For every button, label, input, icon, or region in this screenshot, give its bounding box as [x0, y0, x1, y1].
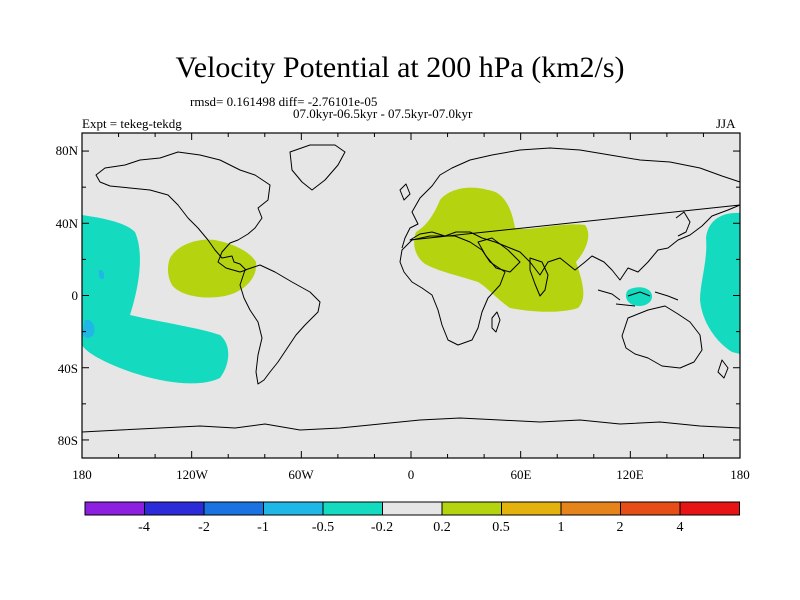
- coastlines: [81, 144, 741, 433]
- pacific-strong-negative-dot: [98, 269, 105, 280]
- lon-label-60w: 60W: [288, 467, 314, 482]
- pacific-strong-negative-spot: [82, 319, 95, 338]
- colorbar-swatch: [679, 501, 740, 516]
- colorbar-label: -2: [198, 520, 210, 535]
- colorbar-swatch: [382, 501, 443, 516]
- africa-middle-east-positive-anomaly: [414, 187, 589, 312]
- colorbar-label: -1: [257, 520, 269, 535]
- central-pacific-negative-anomaly: [82, 215, 229, 384]
- indonesia-negative-anomaly: [625, 287, 653, 306]
- colorbar: [84, 501, 740, 516]
- anomaly-layer: [82, 187, 740, 384]
- colorbar-swatch: [501, 501, 562, 516]
- new-zealand-coast: [717, 359, 729, 379]
- colorbar-label: 0.5: [492, 520, 510, 535]
- colorbar-label: -4: [138, 520, 150, 535]
- japan-coast: [675, 211, 691, 237]
- colorbar-label: 1: [557, 520, 565, 535]
- colorbar-swatch: [144, 501, 205, 516]
- plot-title: Velocity Potential at 200 hPa (km2/s): [175, 51, 625, 84]
- lon-label-120w: 120W: [176, 467, 208, 482]
- south-america-coast: [239, 264, 321, 385]
- colorbar-label: 0.2: [433, 520, 451, 535]
- experiment-label: Expt = tekeg-tekdg: [82, 116, 182, 131]
- central-america-positive-anomaly: [167, 239, 257, 298]
- africa-coast: [399, 235, 506, 346]
- lat-label-80n: 80N: [55, 143, 78, 158]
- arabia-coast: [477, 237, 521, 273]
- lat-label-80s: 80S: [57, 433, 78, 448]
- lat-label-equator: 0: [71, 288, 79, 303]
- colorbar-swatch: [620, 501, 681, 516]
- lon-label-60e: 60E: [510, 467, 532, 482]
- colorbar-swatch: [322, 501, 383, 516]
- antarctica-coast: [81, 417, 741, 433]
- north-america-coast: [95, 151, 271, 273]
- colorbar-label: -0.5: [311, 520, 335, 535]
- western-pacific-negative-anomaly: [700, 212, 740, 354]
- colorbar-swatch: [560, 501, 621, 516]
- greenland-coast: [289, 144, 346, 191]
- stats-label: rmsd= 0.161498 diff= -2.76101e-05: [190, 94, 378, 109]
- lon-label-120e: 120E: [616, 467, 644, 482]
- colorbar-label: -0.2: [370, 520, 394, 535]
- colorbar-swatch: [84, 501, 145, 516]
- eurasia-coast: [401, 147, 741, 281]
- indonesia-coast: [597, 289, 679, 307]
- season-label: JJA: [716, 116, 736, 131]
- lat-label-40s: 40S: [57, 361, 78, 376]
- british-isles-coast: [399, 183, 411, 201]
- colorbar-swatch: [203, 501, 264, 516]
- colorbar-label: 2: [616, 520, 624, 535]
- lon-label-180e: 180: [730, 467, 750, 482]
- lat-label-40n: 40N: [55, 216, 78, 231]
- lon-label-180w: 180: [72, 467, 92, 482]
- colorbar-label: 4: [676, 520, 684, 535]
- colorbar-swatch: [263, 501, 324, 516]
- colorbar-swatch: [441, 501, 502, 516]
- periods-label: 07.0kyr-06.5kyr - 07.5kyr-07.0kyr: [293, 106, 473, 121]
- madagascar-coast: [491, 311, 501, 333]
- australia-coast: [621, 305, 703, 369]
- axis-ticks: [81, 133, 741, 458]
- lon-label-0: 0: [407, 467, 415, 482]
- india-coast: [529, 257, 549, 297]
